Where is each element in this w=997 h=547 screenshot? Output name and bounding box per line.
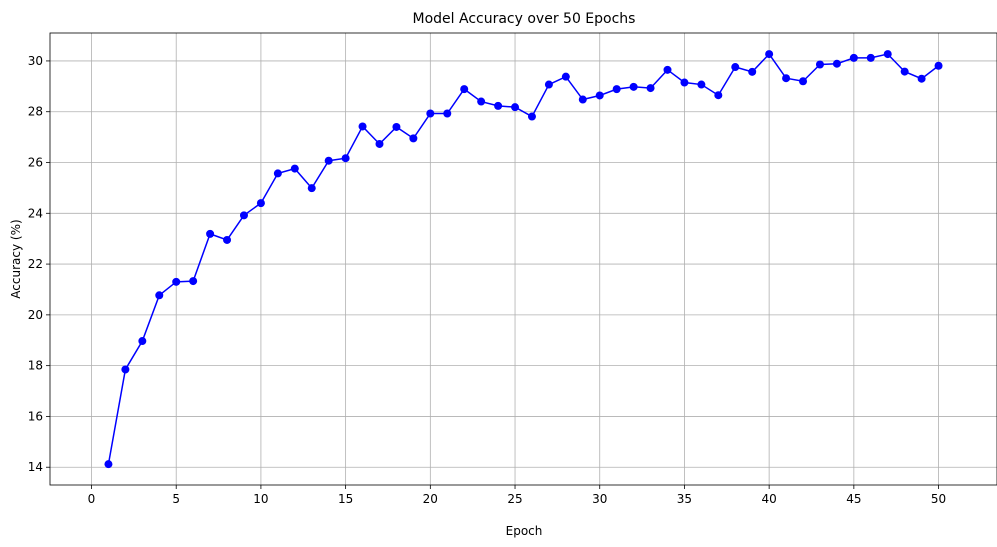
data-point bbox=[680, 78, 689, 87]
data-point bbox=[629, 82, 638, 91]
data-point bbox=[646, 84, 655, 93]
x-axis-title: Epoch bbox=[506, 524, 543, 538]
y-tick-label: 18 bbox=[28, 359, 43, 373]
data-point bbox=[782, 74, 791, 83]
y-axis-title: Accuracy (%) bbox=[9, 219, 23, 298]
data-point bbox=[256, 199, 265, 208]
x-tick-label: 45 bbox=[846, 492, 861, 506]
y-tick-label: 28 bbox=[28, 105, 43, 119]
x-axis-ticks: 0 5 10 15 20 25 30 35 40 45 50 bbox=[88, 485, 946, 506]
data-point bbox=[189, 277, 198, 286]
x-tick-label: 5 bbox=[172, 492, 180, 506]
y-tick-label: 22 bbox=[28, 257, 43, 271]
data-point bbox=[934, 61, 943, 70]
plot-frame bbox=[49, 32, 997, 486]
data-point bbox=[883, 50, 892, 59]
x-tick-label: 25 bbox=[507, 492, 522, 506]
data-point bbox=[121, 365, 130, 374]
data-point bbox=[815, 60, 824, 69]
data-point bbox=[731, 63, 740, 72]
x-tick-label: 30 bbox=[592, 492, 607, 506]
x-tick-label: 0 bbox=[88, 492, 96, 506]
data-point bbox=[494, 101, 503, 110]
data-point bbox=[578, 95, 587, 104]
data-point bbox=[612, 85, 621, 94]
y-tick-label: 24 bbox=[28, 206, 43, 220]
data-point bbox=[714, 91, 723, 100]
series-layer bbox=[104, 50, 943, 469]
data-point bbox=[849, 53, 858, 62]
data-point bbox=[748, 67, 757, 76]
data-point bbox=[697, 80, 706, 89]
y-tick-label: 14 bbox=[28, 460, 43, 474]
data-point bbox=[206, 229, 215, 238]
data-point bbox=[443, 109, 452, 118]
data-point bbox=[155, 291, 164, 300]
data-point bbox=[104, 460, 113, 469]
data-point bbox=[561, 72, 570, 81]
series-line bbox=[107, 52, 940, 465]
data-point bbox=[866, 53, 875, 62]
data-point bbox=[409, 134, 418, 143]
axes bbox=[49, 32, 997, 486]
x-tick-label: 40 bbox=[762, 492, 777, 506]
data-point bbox=[341, 154, 350, 163]
data-point bbox=[544, 80, 553, 89]
y-tick-label: 30 bbox=[28, 54, 43, 68]
grid-lines bbox=[50, 33, 997, 485]
data-point bbox=[138, 337, 147, 346]
x-tick-label: 20 bbox=[423, 492, 438, 506]
data-point bbox=[290, 164, 299, 173]
data-point bbox=[765, 50, 774, 59]
data-point bbox=[273, 169, 282, 178]
data-point bbox=[917, 74, 926, 83]
x-tick-label: 35 bbox=[677, 492, 692, 506]
x-tick-label: 50 bbox=[931, 492, 946, 506]
data-point bbox=[527, 112, 536, 121]
y-tick-label: 20 bbox=[28, 308, 43, 322]
data-point bbox=[239, 211, 248, 220]
data-point bbox=[223, 235, 232, 244]
data-point bbox=[477, 97, 486, 106]
data-point bbox=[663, 65, 672, 74]
x-tick-label: 10 bbox=[253, 492, 268, 506]
data-point bbox=[172, 277, 181, 286]
data-point bbox=[832, 59, 841, 68]
data-point bbox=[799, 77, 808, 86]
data-point bbox=[324, 156, 333, 165]
y-tick-label: 16 bbox=[28, 409, 43, 423]
data-point bbox=[900, 67, 909, 76]
data-point bbox=[392, 122, 401, 131]
data-point bbox=[375, 139, 384, 148]
y-axis-ticks: 14 16 18 20 22 24 26 28 30 bbox=[28, 54, 50, 474]
data-point bbox=[511, 103, 520, 112]
data-point bbox=[358, 122, 367, 131]
y-tick-label: 26 bbox=[28, 156, 43, 170]
chart-title: Model Accuracy over 50 Epochs bbox=[413, 11, 636, 27]
data-point bbox=[426, 109, 435, 118]
data-point bbox=[307, 184, 316, 193]
data-point bbox=[460, 85, 469, 94]
data-point bbox=[595, 91, 604, 100]
x-tick-label: 15 bbox=[338, 492, 353, 506]
